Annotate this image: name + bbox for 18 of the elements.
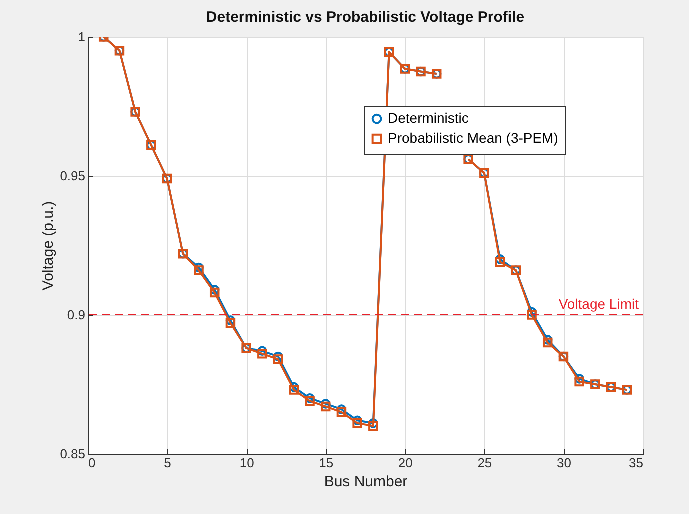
y-axis-title: Voltage (p.u.) [40, 201, 58, 291]
x-tick-label: 0 [88, 456, 96, 470]
chart-title: Deterministic vs Probabilistic Voltage Profile [206, 9, 525, 26]
y-tick-label: 0.9 [67, 308, 86, 322]
x-tick-label: 5 [164, 456, 172, 470]
x-tick-label: 20 [398, 456, 413, 470]
x-tick-label: 10 [240, 456, 254, 470]
y-tick-label: 0.85 [60, 446, 86, 462]
x-tick-label: 25 [478, 456, 492, 470]
y-tick-label: 1 [78, 30, 86, 44]
x-tick-label: 35 [629, 456, 644, 470]
legend-label: Deterministic [388, 110, 469, 126]
x-axis-title: Bus Number [324, 474, 408, 490]
ref-line-label: Voltage Limit [558, 296, 640, 312]
legend-label: Probabilistic Mean (3-PEM) [388, 130, 558, 146]
y-tick-label: 0.95 [60, 168, 86, 184]
x-tick-label: 15 [319, 456, 334, 470]
x-tick-label: 30 [556, 456, 572, 470]
